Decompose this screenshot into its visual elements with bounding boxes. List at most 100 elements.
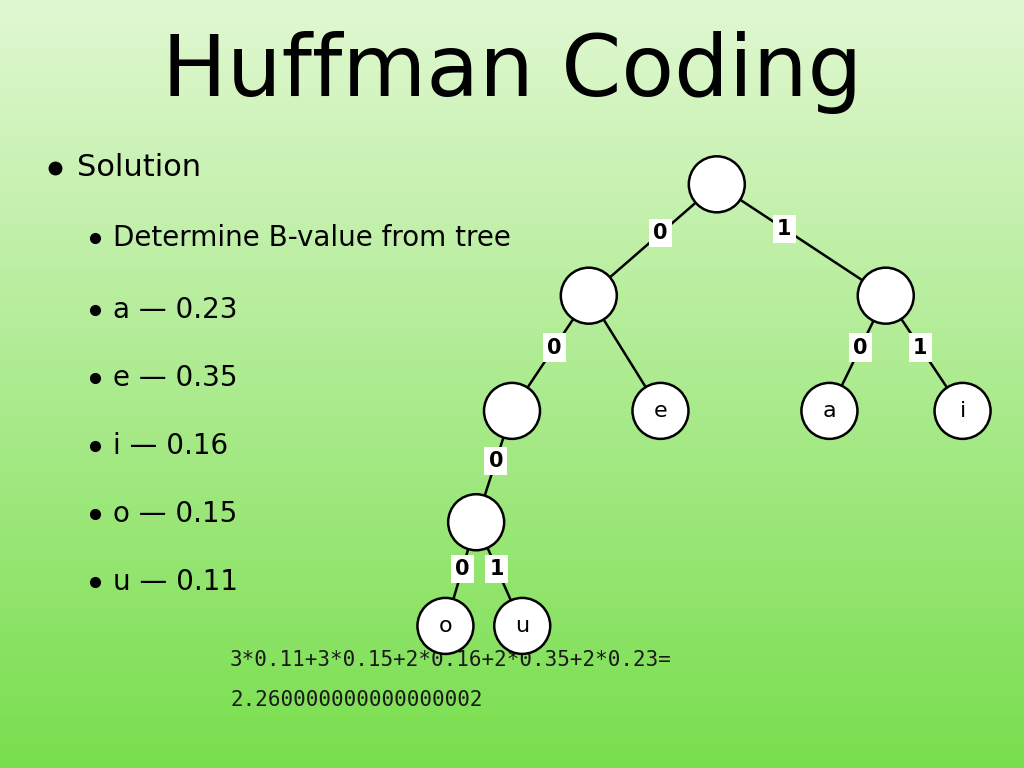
Bar [0,494,1024,497]
Bar [0,284,1024,286]
Bar [0,82,1024,84]
Bar [0,589,1024,591]
Bar [0,492,1024,494]
Bar [0,340,1024,343]
Bar [0,123,1024,125]
Bar [0,717,1024,720]
Bar [0,422,1024,425]
Bar [0,102,1024,105]
Bar [0,443,1024,445]
Bar [0,210,1024,213]
Bar [0,747,1024,750]
Bar [0,256,1024,259]
Bar [0,540,1024,543]
Bar [0,261,1024,263]
Bar [0,758,1024,760]
Bar [0,474,1024,476]
Bar [0,84,1024,87]
Bar [0,432,1024,435]
Text: 1: 1 [777,219,792,239]
Bar [0,571,1024,574]
Bar [0,640,1024,643]
Bar [0,151,1024,154]
Bar [0,238,1024,240]
Bar [0,225,1024,228]
Bar [0,136,1024,138]
Text: u: u [515,616,529,636]
Bar [0,74,1024,77]
Text: 1: 1 [913,337,928,358]
Bar [0,146,1024,148]
Bar [0,190,1024,192]
Bar [0,568,1024,571]
Bar [0,507,1024,509]
Bar [0,509,1024,512]
Bar [0,440,1024,443]
Bar [0,71,1024,74]
Bar [0,118,1024,121]
Bar [0,505,1024,507]
Bar [0,110,1024,113]
Bar [0,486,1024,489]
Bar [0,558,1024,561]
Bar [0,555,1024,558]
Bar [0,438,1024,440]
Bar [0,635,1024,637]
Bar [0,69,1024,71]
Bar [0,2,1024,5]
Bar [0,532,1024,535]
Bar [0,760,1024,763]
Bar [0,584,1024,586]
Bar [0,389,1024,392]
Bar [0,323,1024,325]
Bar [0,678,1024,681]
Bar [0,609,1024,612]
Bar [0,38,1024,41]
Bar [0,647,1024,650]
Bar [0,538,1024,540]
Bar [0,177,1024,179]
Text: e — 0.35: e — 0.35 [113,364,238,392]
Bar [0,94,1024,98]
Text: i: i [959,401,966,421]
Bar [0,691,1024,694]
Bar [0,313,1024,315]
Bar [0,724,1024,727]
Bar [0,399,1024,402]
Bar [0,56,1024,59]
Bar [0,397,1024,399]
Bar [0,223,1024,225]
Bar [0,614,1024,617]
Text: a — 0.23: a — 0.23 [113,296,238,324]
Bar [0,394,1024,397]
Text: 0: 0 [853,337,867,358]
Bar [0,0,1024,2]
Circle shape [858,268,913,323]
Bar [0,215,1024,217]
Bar [0,167,1024,169]
Bar [0,601,1024,604]
Text: 1: 1 [489,559,504,579]
Bar [0,453,1024,455]
Bar [0,604,1024,607]
Bar [0,371,1024,374]
Bar [0,674,1024,676]
Bar [0,512,1024,515]
Bar [0,174,1024,177]
Bar [0,707,1024,709]
Bar [0,497,1024,499]
Bar [0,727,1024,730]
Bar [0,356,1024,359]
Bar [0,714,1024,717]
Bar [0,90,1024,92]
Bar [0,48,1024,51]
Bar [0,192,1024,194]
Bar [0,535,1024,538]
Bar [0,240,1024,243]
Bar [0,374,1024,376]
Bar [0,704,1024,707]
Text: e: e [653,401,668,421]
Bar [0,333,1024,336]
Bar [0,279,1024,282]
Bar [0,655,1024,658]
